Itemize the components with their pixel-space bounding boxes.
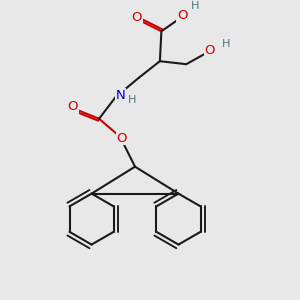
Text: O: O — [177, 9, 188, 22]
Text: O: O — [205, 44, 215, 57]
Text: O: O — [132, 11, 142, 24]
Text: O: O — [116, 132, 127, 145]
Text: O: O — [68, 100, 78, 113]
Text: H: H — [128, 95, 136, 105]
Text: H: H — [191, 2, 200, 11]
Text: N: N — [116, 89, 126, 102]
Text: H: H — [222, 39, 230, 49]
